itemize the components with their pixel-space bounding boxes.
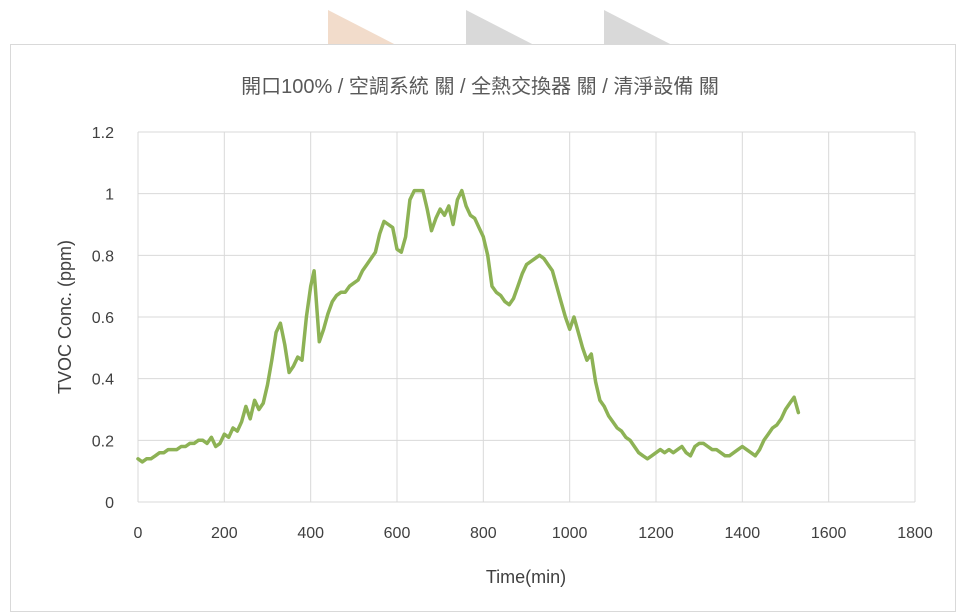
y-tick-labels: 0 0.2 0.4 0.6 0.8 1 1.2 (92, 125, 114, 512)
y-tick-label: 0.6 (92, 310, 114, 327)
series-line-0 (136, 188, 801, 464)
y-tick-label: 1.2 (92, 125, 114, 142)
y-axis-title: TVOC Conc. (ppm) (55, 240, 75, 394)
x-tick-label: 0 (134, 525, 143, 542)
x-tick-label: 200 (211, 525, 238, 542)
x-tick-label: 800 (470, 525, 497, 542)
y-tick-label: 1 (105, 187, 114, 204)
x-tick-label: 1800 (897, 525, 933, 542)
x-tick-label: 400 (297, 525, 324, 542)
tab-marker-2 (466, 10, 536, 46)
x-tick-labels: 0 200 400 600 800 1000 1200 1400 1600 1800 (134, 525, 933, 542)
x-tick-label: 1200 (638, 525, 674, 542)
x-tick-label: 1600 (811, 525, 847, 542)
decorative-tab-markers (328, 10, 674, 46)
gridlines (137, 131, 916, 503)
tab-marker-1 (328, 10, 398, 46)
y-tick-label: 0.2 (92, 433, 114, 450)
y-tick-label: 0.8 (92, 248, 114, 265)
x-tick-label: 1400 (725, 525, 761, 542)
series-layer (136, 188, 801, 464)
x-tick-label: 1000 (552, 525, 588, 542)
chart-title: 開口100% / 空調系統 關 / 全熱交換器 關 / 清淨設備 關 (241, 75, 719, 98)
y-tick-label: 0 (105, 495, 114, 512)
y-tick-label: 0.4 (92, 372, 114, 389)
tab-marker-3 (604, 10, 674, 46)
x-axis-title: Time(min) (486, 567, 566, 587)
x-tick-label: 600 (384, 525, 411, 542)
